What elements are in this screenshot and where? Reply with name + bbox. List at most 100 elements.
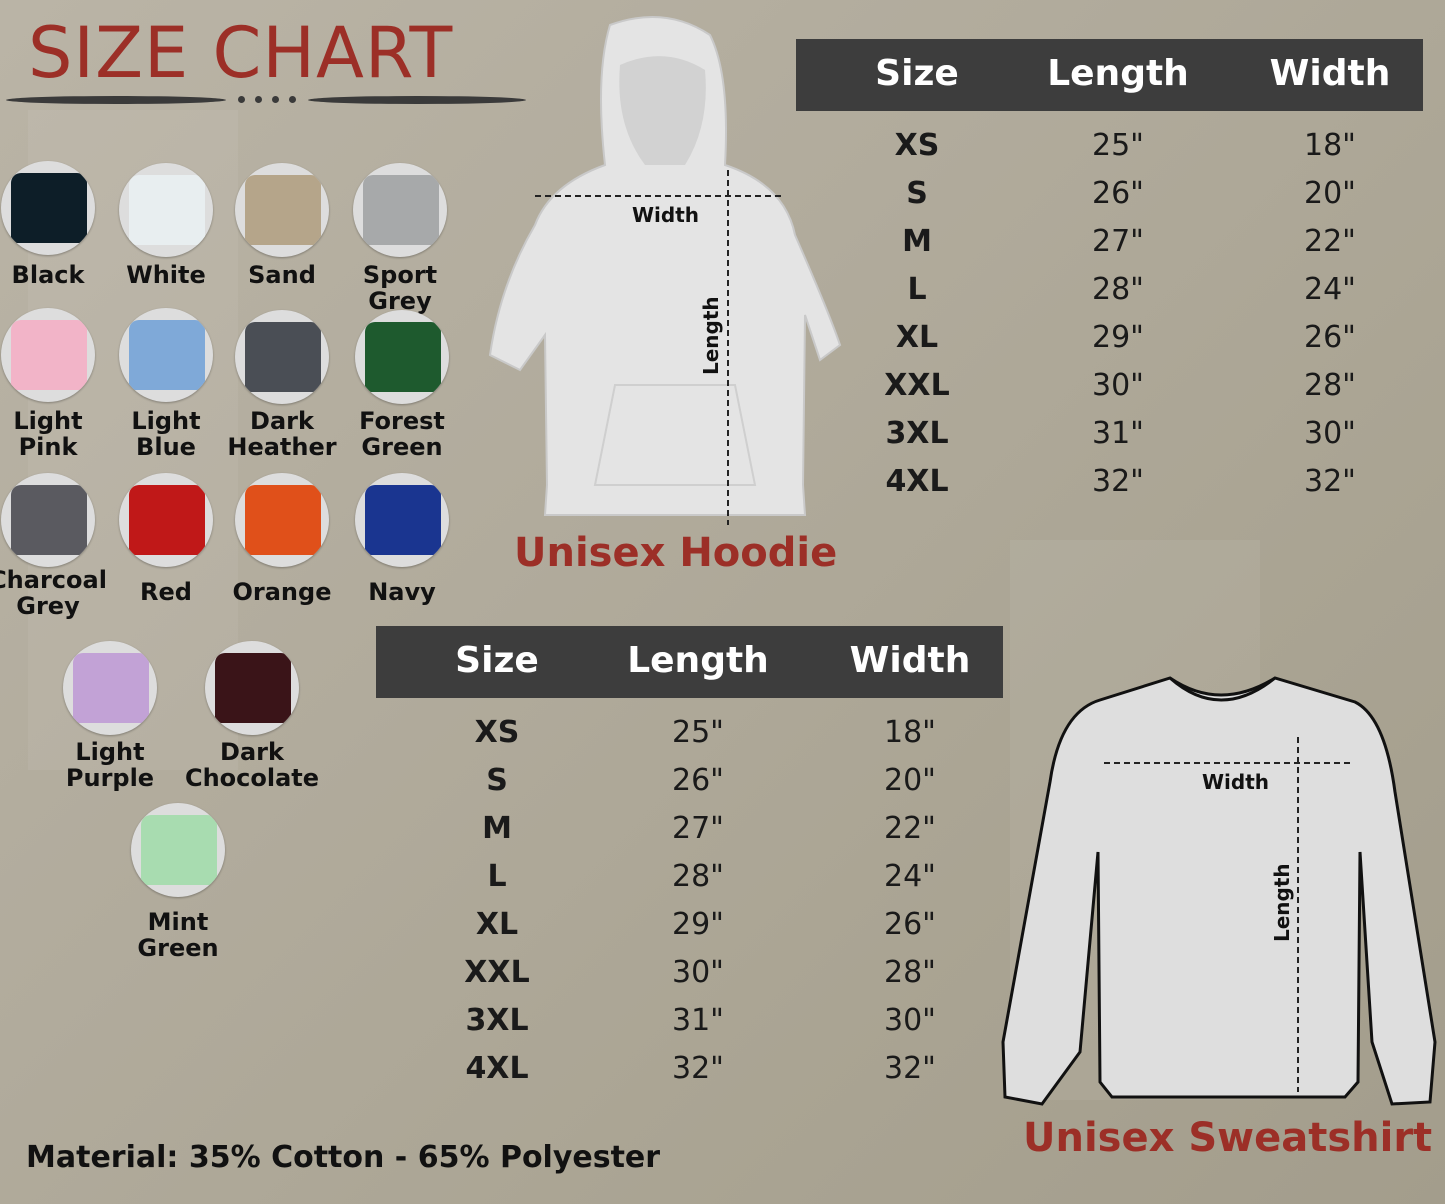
sweatshirt-table-cell: 32"	[884, 1051, 936, 1086]
color-label: Navy	[368, 578, 436, 606]
sweatshirt-table-cell: L	[487, 859, 507, 894]
sweatshirt-table-cell: 26"	[884, 907, 936, 942]
hoodie-table-cell: S	[906, 176, 928, 211]
hoodie-table-cell: 22"	[1304, 224, 1356, 259]
sweatshirt-table-cell: 31"	[672, 1003, 724, 1038]
shirt-image	[365, 485, 441, 555]
color-swatch	[119, 163, 213, 257]
hoodie-table-cell: XXL	[884, 368, 950, 403]
hoodie-table-cell: 3XL	[885, 416, 949, 451]
sweatshirt-table-cell: XS	[474, 715, 520, 750]
color-label: Sport Grey	[362, 261, 438, 315]
hoodie-table-cell: XL	[895, 320, 939, 355]
sweatshirt-table-cell: 28"	[672, 859, 724, 894]
hoodie-table-cell: 18"	[1304, 128, 1356, 163]
hoodie-table-cell: 30"	[1304, 416, 1356, 451]
shirt-image	[129, 320, 205, 390]
hoodie-table-cell: 26"	[1304, 320, 1356, 355]
color-swatch	[235, 163, 329, 257]
sweatshirt-body	[1001, 676, 1437, 1106]
hoodie-table-cell: L	[907, 272, 927, 307]
color-swatch	[355, 473, 449, 567]
color-label: Light Blue	[131, 407, 201, 461]
color-swatch	[1, 161, 95, 255]
hoodie-table-cell: 24"	[1304, 272, 1356, 307]
sweatshirt-table-cell: 18"	[884, 715, 936, 750]
sweatshirt-table-cell: M	[482, 811, 512, 846]
hoodie-table-header: Size Length Width	[796, 39, 1423, 111]
title-dot	[289, 96, 296, 103]
sweatshirt-table-cell: 30"	[672, 955, 724, 990]
hoodie-table-cell: 31"	[1092, 416, 1144, 451]
sweatshirt-caption: Unisex Sweatshirt	[1023, 1115, 1433, 1161]
hoodie-table-cell: 30"	[1092, 368, 1144, 403]
hoodie-table-cell: XS	[894, 128, 940, 163]
color-swatch	[355, 310, 449, 404]
page-title: SIZE CHART	[28, 12, 454, 94]
sweatshirt-table-cell: XL	[475, 907, 519, 942]
color-label: Light Pink	[13, 407, 83, 461]
color-label: Black	[11, 261, 85, 289]
hoodie-pocket	[593, 384, 757, 486]
sweatshirt-table-cell: 20"	[884, 763, 936, 798]
sweatshirt-table-cell: XXL	[464, 955, 530, 990]
color-label: Dark Chocolate	[184, 738, 320, 792]
hoodie-table-cell: 26"	[1092, 176, 1144, 211]
color-label: Sand	[248, 261, 316, 289]
sweatshirt-table-cell: 24"	[884, 859, 936, 894]
color-label: Forest Green	[359, 407, 445, 461]
title-underline-left	[6, 96, 226, 104]
hoodie-table-cell: 32"	[1092, 464, 1144, 499]
color-label: Red	[140, 578, 192, 606]
hoodie-table-cell: 25"	[1092, 128, 1144, 163]
color-swatch	[119, 473, 213, 567]
color-swatch	[63, 641, 157, 735]
sweatshirt-table-cell: 25"	[672, 715, 724, 750]
sweatshirt-table-header: Size Length Width	[376, 626, 1003, 698]
color-label: Orange	[232, 578, 332, 606]
column-header: Size	[875, 53, 959, 94]
hoodie-length-label: Length	[699, 296, 723, 375]
sweatshirt-table-cell: 3XL	[465, 1003, 529, 1038]
hoodie-table-cell: 20"	[1304, 176, 1356, 211]
sweatshirt-table-cell: 30"	[884, 1003, 936, 1038]
shirt-image	[365, 322, 441, 392]
sweatshirt-table-cell: 4XL	[465, 1051, 529, 1086]
shirt-image	[129, 175, 205, 245]
title-dot	[255, 96, 262, 103]
hoodie-table-cell: 27"	[1092, 224, 1144, 259]
hoodie-hood-opening	[619, 56, 706, 165]
sweatshirt-table-cell: 22"	[884, 811, 936, 846]
shirt-image	[245, 175, 321, 245]
color-swatch	[235, 310, 329, 404]
title-dot	[272, 96, 279, 103]
hoodie-width-label: Width	[632, 203, 699, 227]
color-swatch	[131, 803, 225, 897]
color-swatch	[353, 163, 447, 257]
color-swatch	[235, 473, 329, 567]
sweatshirt-table-cell: 26"	[672, 763, 724, 798]
sweatshirt-collar	[1169, 676, 1276, 702]
shirt-image	[245, 322, 321, 392]
color-label: Dark Heather	[227, 407, 337, 461]
shirt-image	[11, 320, 87, 390]
color-swatch	[119, 308, 213, 402]
color-swatch	[1, 473, 95, 567]
color-label: Light Purple	[65, 738, 155, 792]
hoodie-table-cell: 29"	[1092, 320, 1144, 355]
shirt-image	[11, 485, 87, 555]
column-header: Length	[627, 640, 769, 681]
shirt-image	[245, 485, 321, 555]
color-swatch	[205, 641, 299, 735]
sweatshirt-table-cell: 32"	[672, 1051, 724, 1086]
sweatshirt-table-cell: 28"	[884, 955, 936, 990]
sweatshirt-table-cell: 27"	[672, 811, 724, 846]
shirt-image	[11, 173, 87, 243]
sweatshirt-width-label: Width	[1202, 770, 1269, 794]
shirt-image	[363, 175, 439, 245]
column-header: Size	[455, 640, 539, 681]
sweatshirt-table-cell: S	[486, 763, 508, 798]
hoodie-table-cell: 32"	[1304, 464, 1356, 499]
column-header: Width	[849, 640, 971, 681]
color-swatch	[1, 308, 95, 402]
